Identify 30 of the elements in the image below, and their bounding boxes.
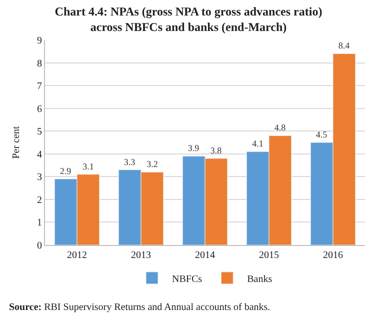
y-tick-label: 8 [37, 58, 42, 70]
y-tick-label: 4 [37, 149, 42, 160]
x-tick-label: 2012 [67, 250, 87, 261]
data-label: 8.4 [338, 40, 350, 51]
data-label: 4.5 [316, 130, 328, 140]
data-label: 3.1 [82, 161, 94, 172]
y-tick-label: 7 [37, 81, 42, 92]
data-label: 3.8 [210, 145, 222, 156]
x-tick-label: 2015 [259, 250, 279, 261]
data-label: 4.1 [252, 138, 264, 149]
x-tick-label: 2016 [323, 250, 343, 261]
y-tick-label: 1 [37, 218, 42, 229]
data-label: 3.3 [124, 156, 136, 167]
legend-label: NBFCs [172, 274, 202, 285]
data-label: 2.9 [60, 166, 72, 176]
source-note: Source: RBI Supervisory Returns and Annual accounts of banks. [9, 302, 270, 313]
y-tick-label: 0 [37, 240, 42, 252]
y-tick-label: 9 [37, 36, 42, 46]
y-tick-label: 5 [37, 126, 42, 138]
y-axis-title: Per cent [11, 126, 22, 159]
x-tick-label: 2013 [131, 250, 151, 261]
y-tick-label: 6 [37, 104, 42, 115]
y-tick-label: 2 [37, 194, 42, 206]
legend-label: Banks [247, 274, 272, 285]
y-tick-label: 3 [37, 172, 42, 184]
x-tick-label: 2014 [195, 250, 215, 261]
data-label: 3.9 [188, 143, 200, 154]
chart-title: Chart 4.4: NPAs (gross NPA to gross advances ratio) across NBFCs and banks (end-March) [54, 4, 322, 34]
data-label: 3.2 [146, 159, 158, 170]
data-label: 4.8 [274, 122, 286, 133]
